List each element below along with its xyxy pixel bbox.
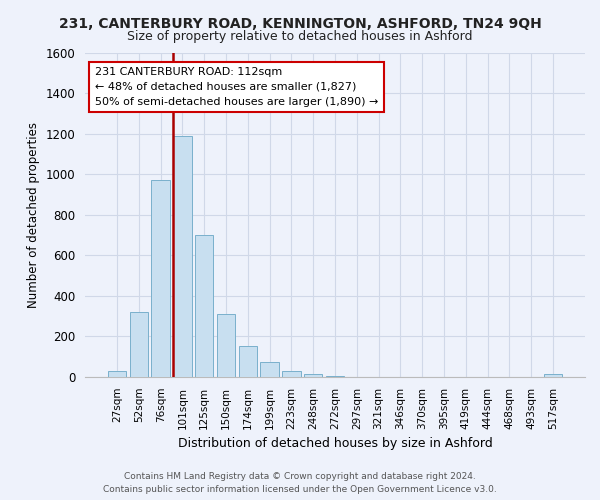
Bar [173,136,191,377]
Bar [544,374,562,377]
Bar [326,376,344,377]
Text: Contains HM Land Registry data © Crown copyright and database right 2024.
Contai: Contains HM Land Registry data © Crown c… [103,472,497,494]
Bar [108,370,126,377]
Bar [195,235,214,377]
Bar [282,370,301,377]
Text: 231 CANTERBURY ROAD: 112sqm
← 48% of detached houses are smaller (1,827)
50% of : 231 CANTERBURY ROAD: 112sqm ← 48% of det… [95,67,379,106]
X-axis label: Distribution of detached houses by size in Ashford: Distribution of detached houses by size … [178,437,493,450]
Text: 231, CANTERBURY ROAD, KENNINGTON, ASHFORD, TN24 9QH: 231, CANTERBURY ROAD, KENNINGTON, ASHFOR… [59,18,541,32]
Bar [217,314,235,377]
Bar [304,374,322,377]
Text: Size of property relative to detached houses in Ashford: Size of property relative to detached ho… [127,30,473,43]
Y-axis label: Number of detached properties: Number of detached properties [27,122,40,308]
Bar [151,180,170,377]
Bar [239,346,257,377]
Bar [260,362,279,377]
Bar [130,312,148,377]
